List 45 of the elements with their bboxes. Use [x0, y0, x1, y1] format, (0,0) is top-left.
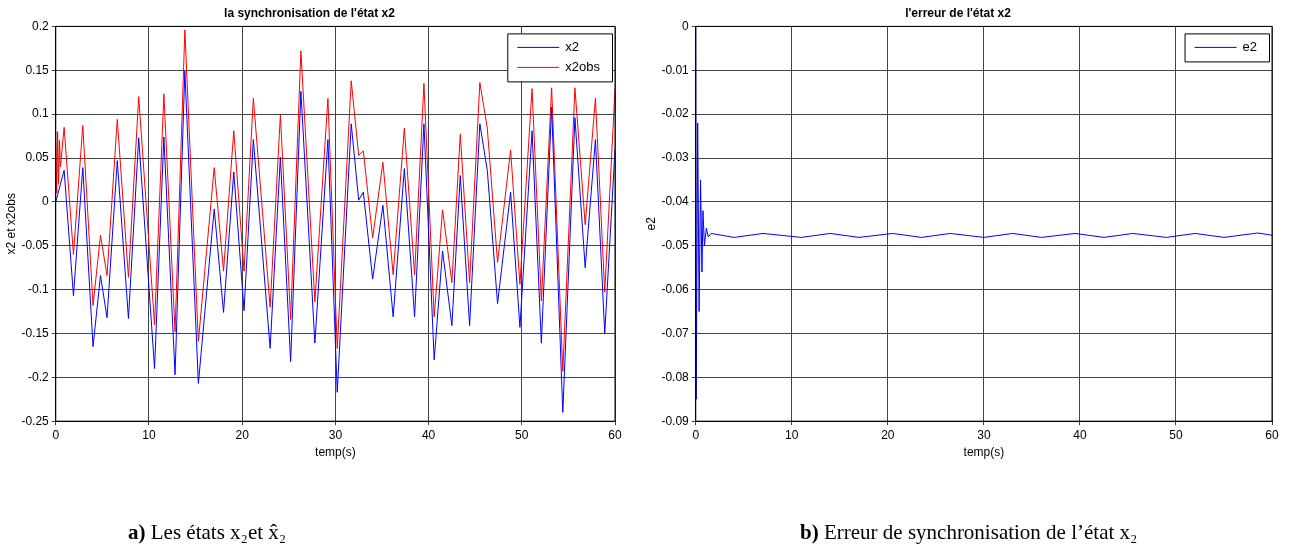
y-tick-label: -0.06: [661, 281, 690, 296]
y-tick-label: -0.02: [661, 106, 690, 121]
y-tick-label: 0.15: [25, 62, 50, 77]
y-tick-label: 0.2: [32, 18, 50, 33]
x-tick-label: 50: [1169, 427, 1183, 442]
y-tick-label: -0.09: [661, 413, 690, 428]
x-tick-label: 10: [142, 427, 156, 442]
x-tick-label: 40: [421, 427, 436, 442]
y-tick-label: -0.25: [21, 413, 50, 428]
y-tick-label: -0.05: [661, 238, 690, 253]
chart-title: la synchronisation de l'état x2: [224, 5, 396, 20]
x-tick-label: 10: [785, 427, 799, 442]
x-tick-label: 60: [1265, 427, 1279, 442]
legend-label: x2obs: [565, 58, 601, 74]
y-tick-label: -0.05: [21, 238, 50, 253]
x-tick-label: 50: [515, 427, 529, 442]
y-axis-title: x2 et x2obs: [3, 193, 18, 255]
x-tick-label: 30: [328, 427, 343, 442]
y-axis-title: e2: [643, 216, 658, 231]
y-tick-label: -0.2: [28, 369, 50, 384]
y-tick-label: 0.05: [25, 150, 50, 165]
text: b) Erreur de synchronisation de l’état x₂: [800, 520, 1138, 545]
x-tick-label: 30: [977, 427, 991, 442]
chart-title: l'erreur de l'état x2: [905, 5, 1012, 20]
y-tick-label: -0.15: [21, 325, 50, 340]
y-tick-label: -0.03: [661, 150, 690, 165]
y-tick-label: 0: [682, 18, 690, 33]
x-tick-label: 0: [692, 427, 700, 442]
text: a) Les états x₂et x̂₂: [128, 520, 287, 545]
x-tick-label: 20: [881, 427, 895, 442]
y-tick-label: 0.1: [32, 106, 50, 121]
x-tick-label: 0: [52, 427, 60, 442]
legend-label: x2: [565, 38, 580, 54]
y-tick-label: -0.08: [661, 369, 690, 384]
x-axis-title: temp(s): [315, 445, 356, 460]
y-tick-label: -0.1: [28, 281, 50, 296]
legend-label: e2: [1242, 38, 1258, 54]
x-tick-label: 40: [1073, 427, 1087, 442]
y-tick-label: -0.04: [661, 194, 690, 209]
x-tick-label: 60: [608, 427, 622, 442]
y-tick-label: -0.01: [661, 62, 690, 77]
x-axis-title: temp(s): [963, 445, 1005, 460]
y-tick-label: -0.07: [661, 325, 690, 340]
y-tick-label: 0: [42, 194, 50, 209]
x-tick-label: 20: [235, 427, 250, 442]
